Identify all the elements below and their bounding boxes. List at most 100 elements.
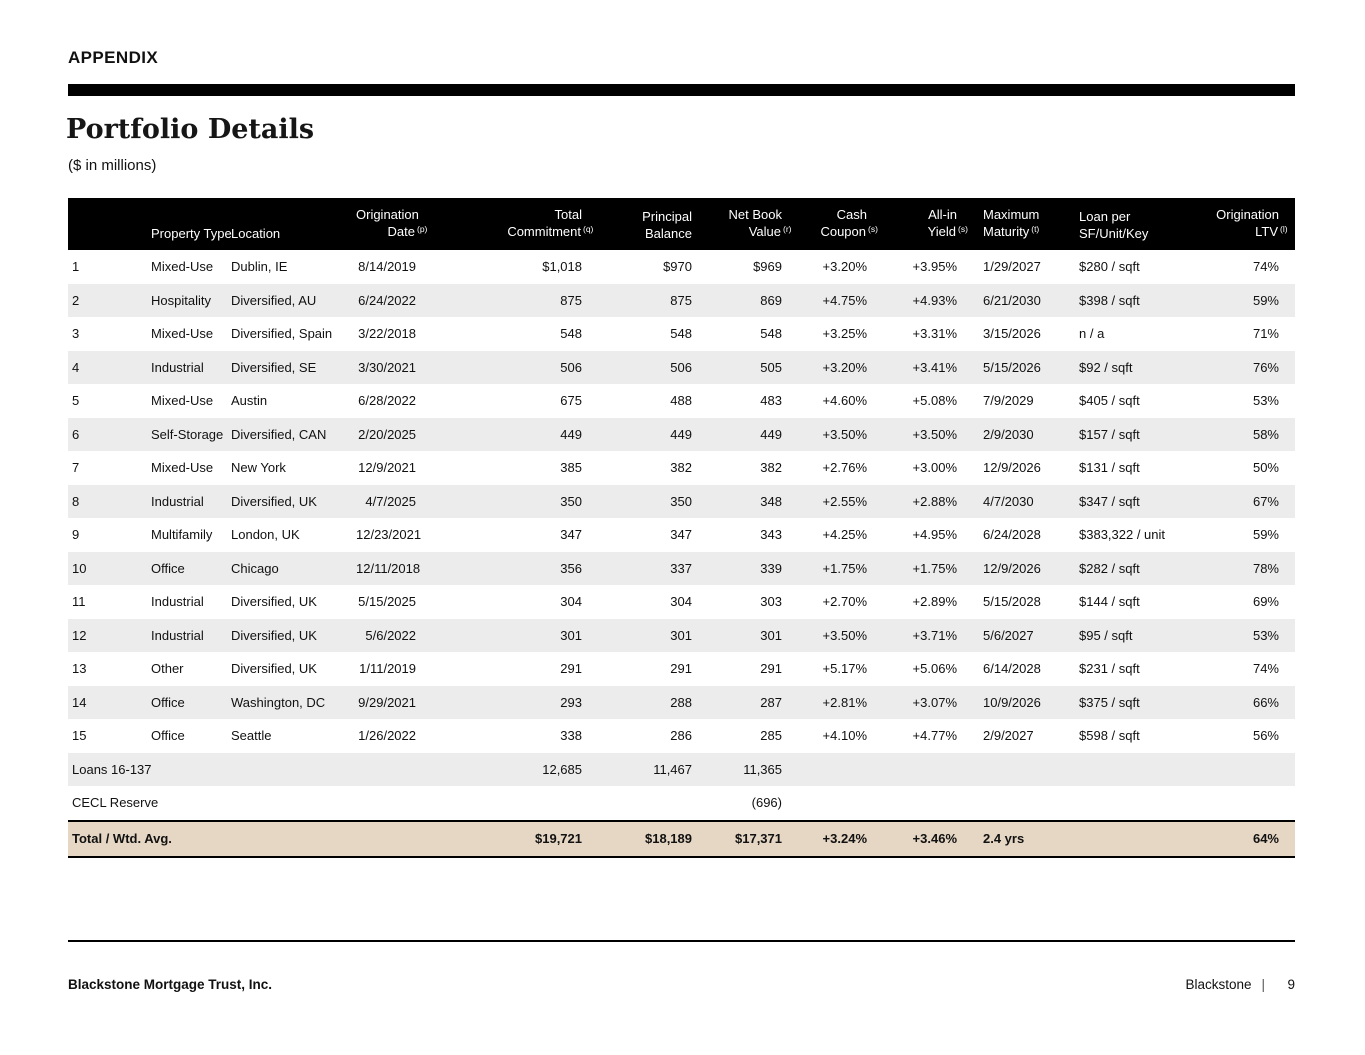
table-cell-all-in-yield: +2.88% [875,484,965,518]
table-cell-maximum-maturity: 2/9/2027 [983,728,1034,744]
table-cell-principal-balance: 449 [598,417,700,451]
table-cell-property-type: Industrial [150,618,230,652]
table-cell-principal-balance: $970 [663,259,692,275]
table-cell-origination-date: 3/22/2018 [358,326,416,342]
table-cell-net-book-value: 382 [760,460,782,476]
table-row: 3 Mixed-Use Diversified, Spain 3/22/2018 548… [68,317,1295,351]
footnote-marker: (r) [783,224,792,234]
table-cell-origination-ltv: 69% [1252,594,1279,610]
table-cell-maximum-maturity: 3/15/2026 [983,326,1041,342]
table-cell-row-number: 12 [68,618,150,652]
table-cell-net-book-value: 287 [700,685,790,719]
table-cell-principal-balance: 548 [670,326,692,342]
table-cell-row-number: 6 [68,417,150,451]
table-cell-maximum-maturity: 1/29/2027 [983,259,1041,275]
table-cell-total-commitment: $1,018 [542,259,582,275]
table-cell-principal-balance: 11,467 [598,752,700,786]
table-cell-maximum-maturity: 10/9/2026 [965,685,1075,719]
column-header-origination-ltv: Origination LTV (l) [1195,198,1295,250]
column-header-all-in-yield: All-in Yield (s) [875,198,968,250]
table-cell-cash-coupon: +2.55% [790,484,875,518]
footnote-marker: (t) [1031,224,1040,234]
table-cell-total-commitment: 304 [560,594,582,610]
table-cell-all-in-yield: +5.08% [912,393,957,409]
table-cell-maximum-maturity: 12/9/2026 [965,551,1075,585]
table-cell-net-book-value: 301 [700,618,790,652]
table-cell-total-commitment: 385 [560,460,582,476]
table-cell-total-commitment: 675 [560,393,582,409]
table-cell-origination-ltv: 76% [1195,350,1295,384]
table-cell-property-type: Mixed-Use [151,393,214,409]
table-cell-maximum-maturity: 5/15/2026 [965,350,1075,384]
table-cell-origination-date: 12/11/2018 [355,551,430,585]
table-cell-loan-per: $398 / sqft [1075,283,1195,317]
footnote-marker: (s) [958,224,968,234]
table-cell-principal-balance: 350 [598,484,700,518]
table-cell-cash-coupon: +3.20% [822,259,867,275]
table-cell-property-type: Industrial [150,484,230,518]
column-header-principal-balance: Principal Balance [598,198,700,250]
table-cell-cash-coupon: +4.25% [822,527,867,543]
table-cell-property-type: Mixed-Use [151,259,214,275]
table-cell-row-number: CECL Reserve [72,795,159,811]
table-cell-net-book-value: 869 [700,283,790,317]
table-cell-net-book-value: 11,365 [700,752,790,786]
table-row: 11 Industrial Diversified, UK 5/15/2025 304 3… [68,585,1295,619]
table-cell-maximum-maturity [965,752,1075,786]
table-cell-cash-coupon: +3.24% [790,819,875,858]
table-cell-all-in-yield [875,752,965,786]
table-cell-principal-balance: 286 [670,728,692,744]
table-cell-all-in-yield: +3.07% [875,685,965,719]
table-cell-net-book-value: 291 [760,661,782,677]
table-cell-net-book-value: $969 [753,259,782,275]
footnote-marker: (l) [1280,224,1288,234]
column-header-maximum-maturity: Maximum Maturity (t) [965,198,1075,250]
table-cell-location [230,786,355,821]
table-cell-loan-per: $598 / sqft [1079,728,1140,744]
table-cell-origination-date: 9/29/2021 [355,685,430,719]
table-cell-all-in-yield [875,786,965,821]
table-cell-net-book-value: (696) [751,795,782,811]
table-cell-all-in-yield: +3.41% [875,350,965,384]
table-cell-origination-ltv: 74% [1252,661,1279,677]
column-header-net-book-value: Net Book Value (r) [700,198,792,250]
table-cell-location: Diversified, UK [230,484,355,518]
table-cell-origination-date: 1/26/2022 [358,728,416,744]
table-cell-origination-ltv [1195,786,1295,821]
table-cell-property-type: Multifamily [151,527,213,543]
table-cell-loan-per: $405 / sqft [1079,393,1140,409]
table-cell-total-commitment: 12,685 [430,752,598,786]
table-cell-total-commitment: 293 [430,685,598,719]
table-cell-loan-per: $95 / sqft [1075,618,1195,652]
table-cell-all-in-yield: +3.46% [875,819,965,858]
table-cell-net-book-value: 548 [760,326,782,342]
table-cell-loan-per: $280 / sqft [1079,259,1140,275]
column-header-property-type: Property Type [150,198,232,250]
table-cell-maximum-maturity: 2/9/2030 [965,417,1075,451]
table-cell-location: Diversified, UK [231,594,317,610]
table-cell-location: New York [231,460,286,476]
table-cell-maximum-maturity: 4/7/2030 [965,484,1075,518]
portfolio-table: Property Type Location Origination Date (p)… [68,198,1295,858]
table-cell-maximum-maturity: 7/9/2029 [983,393,1034,409]
table-row: 8 Industrial Diversified, UK 4/7/2025 350 350… [68,484,1295,518]
footer-company: Blackstone Mortgage Trust, Inc. [68,977,273,992]
table-cell-maximum-maturity [965,786,1075,821]
table-cell-loan-per: n / a [1079,326,1105,342]
table-cell-loan-per [1075,786,1195,821]
table-cell-origination-ltv: 66% [1195,685,1295,719]
table-cell-cash-coupon: +4.60% [822,393,867,409]
table-cell-cash-coupon [790,786,875,821]
table-cell-origination-ltv: 59% [1195,283,1295,317]
table-body: 1 Mixed-Use Dublin, IE 8/14/2019 $1,018 $970 $… [68,250,1295,858]
table-cell-total-commitment: 548 [560,326,582,342]
table-cell-location: Diversified, SE [230,350,355,384]
table-cell-location [230,819,355,858]
table-cell-property-type: Other [151,661,184,677]
table-cell-origination-ltv: 64% [1195,819,1295,858]
table-cell-row-number: 13 [72,661,87,677]
table-cell-maximum-maturity: 5/15/2028 [983,594,1041,610]
table-cell-origination-ltv: 71% [1252,326,1279,342]
table-cell-all-in-yield: +3.31% [912,326,957,342]
table-cell-origination-date: 12/23/2021 [356,527,422,543]
